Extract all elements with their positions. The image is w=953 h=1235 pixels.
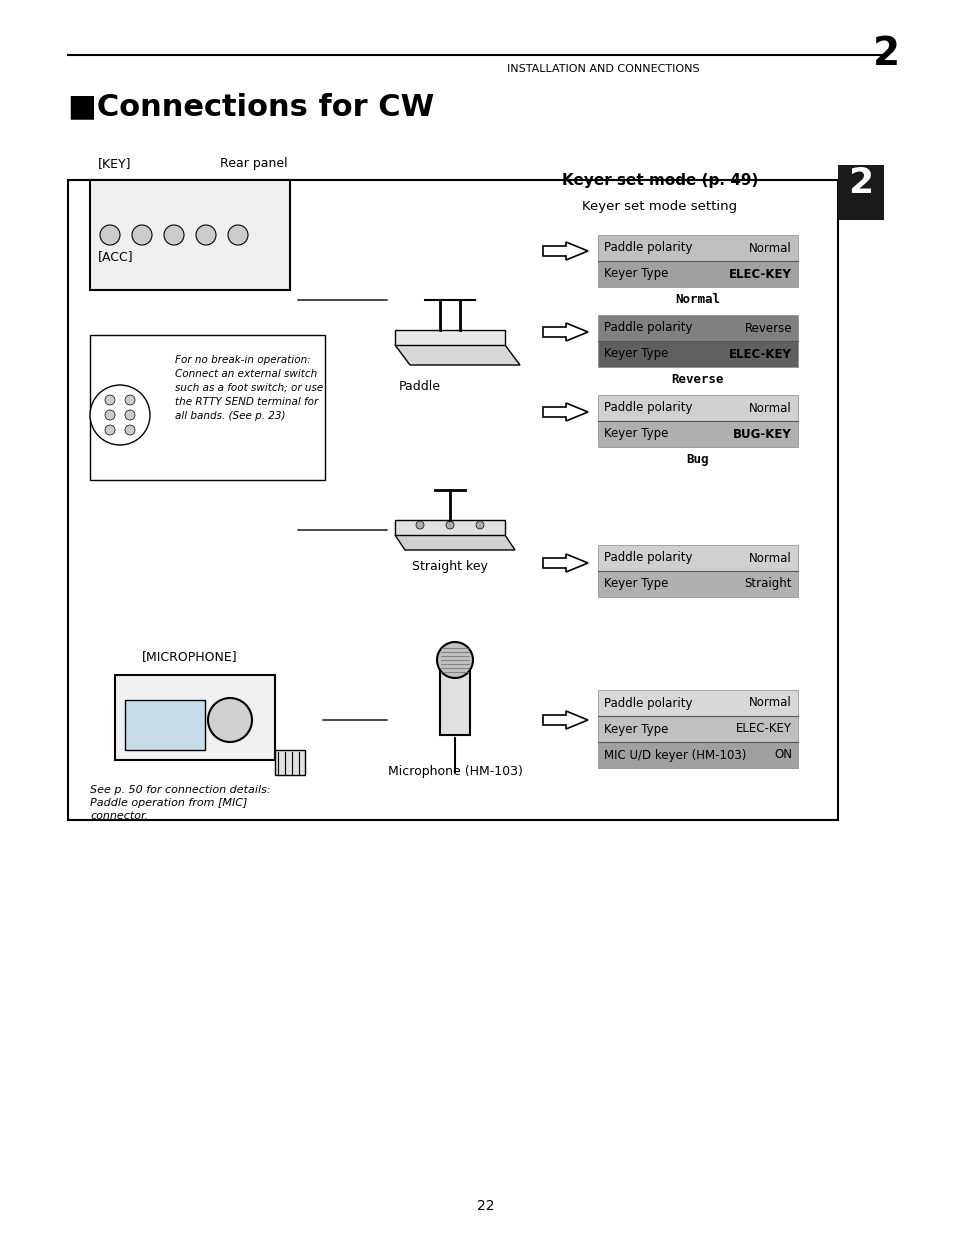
Bar: [598, 315, 797, 341]
Text: INSTALLATION AND CONNECTIONS: INSTALLATION AND CONNECTIONS: [507, 64, 700, 74]
Circle shape: [416, 521, 423, 529]
Bar: [274, 750, 305, 776]
Text: Reverse: Reverse: [671, 373, 723, 387]
Text: ■Connections for CW: ■Connections for CW: [68, 91, 434, 121]
Bar: [598, 261, 797, 287]
Polygon shape: [542, 403, 587, 421]
Text: Straight key: Straight key: [412, 559, 487, 573]
Text: Paddle polarity: Paddle polarity: [603, 242, 692, 254]
Polygon shape: [395, 520, 504, 535]
Text: [ACC]: [ACC]: [98, 249, 133, 263]
Bar: [598, 742, 797, 768]
Bar: [68, 180, 837, 820]
Bar: [598, 690, 797, 716]
Polygon shape: [395, 330, 504, 345]
Text: 2: 2: [847, 165, 873, 200]
Text: [KEY]: [KEY]: [98, 157, 132, 170]
Text: Rear panel: Rear panel: [220, 157, 287, 170]
Bar: [90, 335, 325, 480]
Bar: [598, 571, 797, 597]
Text: Normal: Normal: [748, 401, 791, 415]
Text: Bug: Bug: [686, 453, 708, 466]
Bar: [598, 341, 797, 367]
Bar: [90, 180, 290, 290]
Circle shape: [228, 225, 248, 245]
Bar: [598, 421, 797, 447]
Text: Straight: Straight: [743, 578, 791, 590]
Text: Paddle polarity: Paddle polarity: [603, 321, 692, 335]
Circle shape: [105, 425, 115, 435]
Circle shape: [436, 642, 473, 678]
Text: Keyer Type: Keyer Type: [603, 578, 668, 590]
Circle shape: [132, 225, 152, 245]
Text: MIC U/D keyer (HM-103): MIC U/D keyer (HM-103): [603, 748, 745, 762]
Circle shape: [125, 410, 135, 420]
Text: Normal: Normal: [748, 697, 791, 709]
Text: Keyer set mode setting: Keyer set mode setting: [582, 200, 737, 212]
Text: Paddle polarity: Paddle polarity: [603, 552, 692, 564]
Text: Paddle polarity: Paddle polarity: [603, 697, 692, 709]
Text: BUG-KEY: BUG-KEY: [733, 427, 791, 441]
Bar: [837, 165, 883, 220]
Text: ELEC-KEY: ELEC-KEY: [735, 722, 791, 736]
Text: See p. 50 for connection details:
Paddle operation from [MIC]
connector.: See p. 50 for connection details: Paddle…: [90, 785, 271, 821]
Circle shape: [125, 395, 135, 405]
Text: ON: ON: [773, 748, 791, 762]
Circle shape: [164, 225, 184, 245]
Polygon shape: [395, 345, 519, 366]
Text: ELEC-KEY: ELEC-KEY: [728, 268, 791, 280]
Polygon shape: [542, 324, 587, 341]
Bar: [598, 716, 797, 742]
Bar: [598, 545, 797, 571]
Bar: [598, 235, 797, 261]
Text: Keyer Type: Keyer Type: [603, 347, 668, 361]
Bar: [125, 700, 205, 750]
Text: Keyer Type: Keyer Type: [603, 268, 668, 280]
Text: Paddle: Paddle: [398, 380, 440, 393]
Polygon shape: [395, 535, 515, 550]
Bar: [115, 676, 274, 760]
Circle shape: [90, 385, 150, 445]
Text: Keyer set mode (p. 49): Keyer set mode (p. 49): [561, 173, 758, 188]
Circle shape: [208, 698, 252, 742]
Circle shape: [446, 521, 454, 529]
Text: Keyer Type: Keyer Type: [603, 427, 668, 441]
Circle shape: [125, 425, 135, 435]
Text: Reverse: Reverse: [743, 321, 791, 335]
Text: Microphone (HM-103): Microphone (HM-103): [387, 764, 522, 778]
Text: Keyer Type: Keyer Type: [603, 722, 668, 736]
Text: 22: 22: [476, 1199, 495, 1213]
Text: For no break-in operation:
Connect an external switch
such as a foot switch; or : For no break-in operation: Connect an ex…: [174, 354, 323, 421]
Polygon shape: [542, 711, 587, 729]
Bar: [598, 395, 797, 421]
Circle shape: [105, 395, 115, 405]
Text: Paddle polarity: Paddle polarity: [603, 401, 692, 415]
Text: Normal: Normal: [748, 242, 791, 254]
Circle shape: [476, 521, 483, 529]
Circle shape: [100, 225, 120, 245]
Text: ELEC-KEY: ELEC-KEY: [728, 347, 791, 361]
Circle shape: [105, 410, 115, 420]
Polygon shape: [542, 555, 587, 572]
Polygon shape: [542, 242, 587, 261]
Text: Normal: Normal: [748, 552, 791, 564]
Bar: [439, 664, 470, 735]
Text: 2: 2: [872, 35, 899, 73]
Text: [MICROPHONE]: [MICROPHONE]: [142, 650, 237, 663]
Text: Normal: Normal: [675, 293, 720, 306]
Circle shape: [195, 225, 215, 245]
